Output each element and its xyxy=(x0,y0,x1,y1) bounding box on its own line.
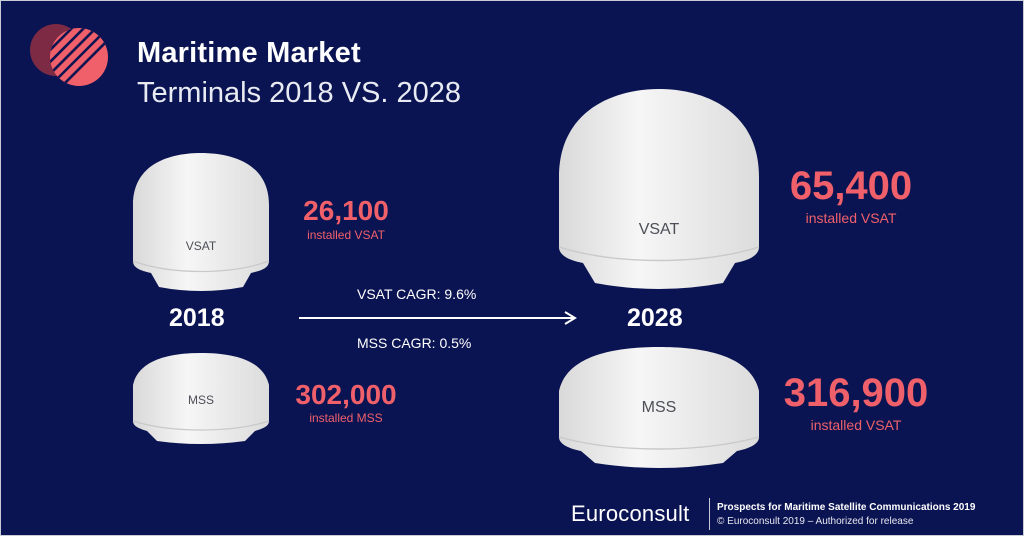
brand-name: Euroconsult xyxy=(571,501,690,526)
copyright-notice: © Euroconsult 2019 – Authorized for rele… xyxy=(717,516,914,527)
mss-cagr-label: MSS CAGR: 0.5% xyxy=(357,335,472,351)
mss-dome-2028: MSS xyxy=(557,345,761,469)
vsat-dome-2028: VSAT xyxy=(557,89,761,291)
striped-circle-logo xyxy=(30,24,108,86)
dome-label: MSS xyxy=(187,393,214,407)
mss-2018-caption: installed MSS xyxy=(309,411,383,425)
vsat-2018-caption: installed VSAT xyxy=(307,228,385,242)
footer-divider xyxy=(709,498,710,530)
vsat-2028-caption: installed VSAT xyxy=(805,210,897,226)
dome-label: MSS xyxy=(641,399,677,416)
vsat-2028-value: 65,400 xyxy=(789,164,913,208)
report-title: Prospects for Maritime Satellite Communi… xyxy=(717,502,976,513)
mss-dome-2018: MSS xyxy=(131,351,271,445)
vsat-dome-2018: VSAT xyxy=(131,153,271,293)
year-2018: 2018 xyxy=(169,304,225,332)
right-arrow-icon xyxy=(299,311,577,325)
mss-2028-caption: installed VSAT xyxy=(810,417,902,433)
year-2028: 2028 xyxy=(627,304,683,332)
dome-label: VSAT xyxy=(185,239,217,253)
page-title: Maritime Market xyxy=(137,37,361,69)
dome-label: VSAT xyxy=(638,221,680,238)
vsat-cagr-label: VSAT CAGR: 9.6% xyxy=(357,286,477,302)
vsat-2018-value: 26,100 xyxy=(303,195,389,226)
mss-2028-value: 316,900 xyxy=(783,371,929,415)
mss-2018-value: 302,000 xyxy=(295,379,397,410)
page-subtitle: Terminals 2018 VS. 2028 xyxy=(137,77,462,109)
